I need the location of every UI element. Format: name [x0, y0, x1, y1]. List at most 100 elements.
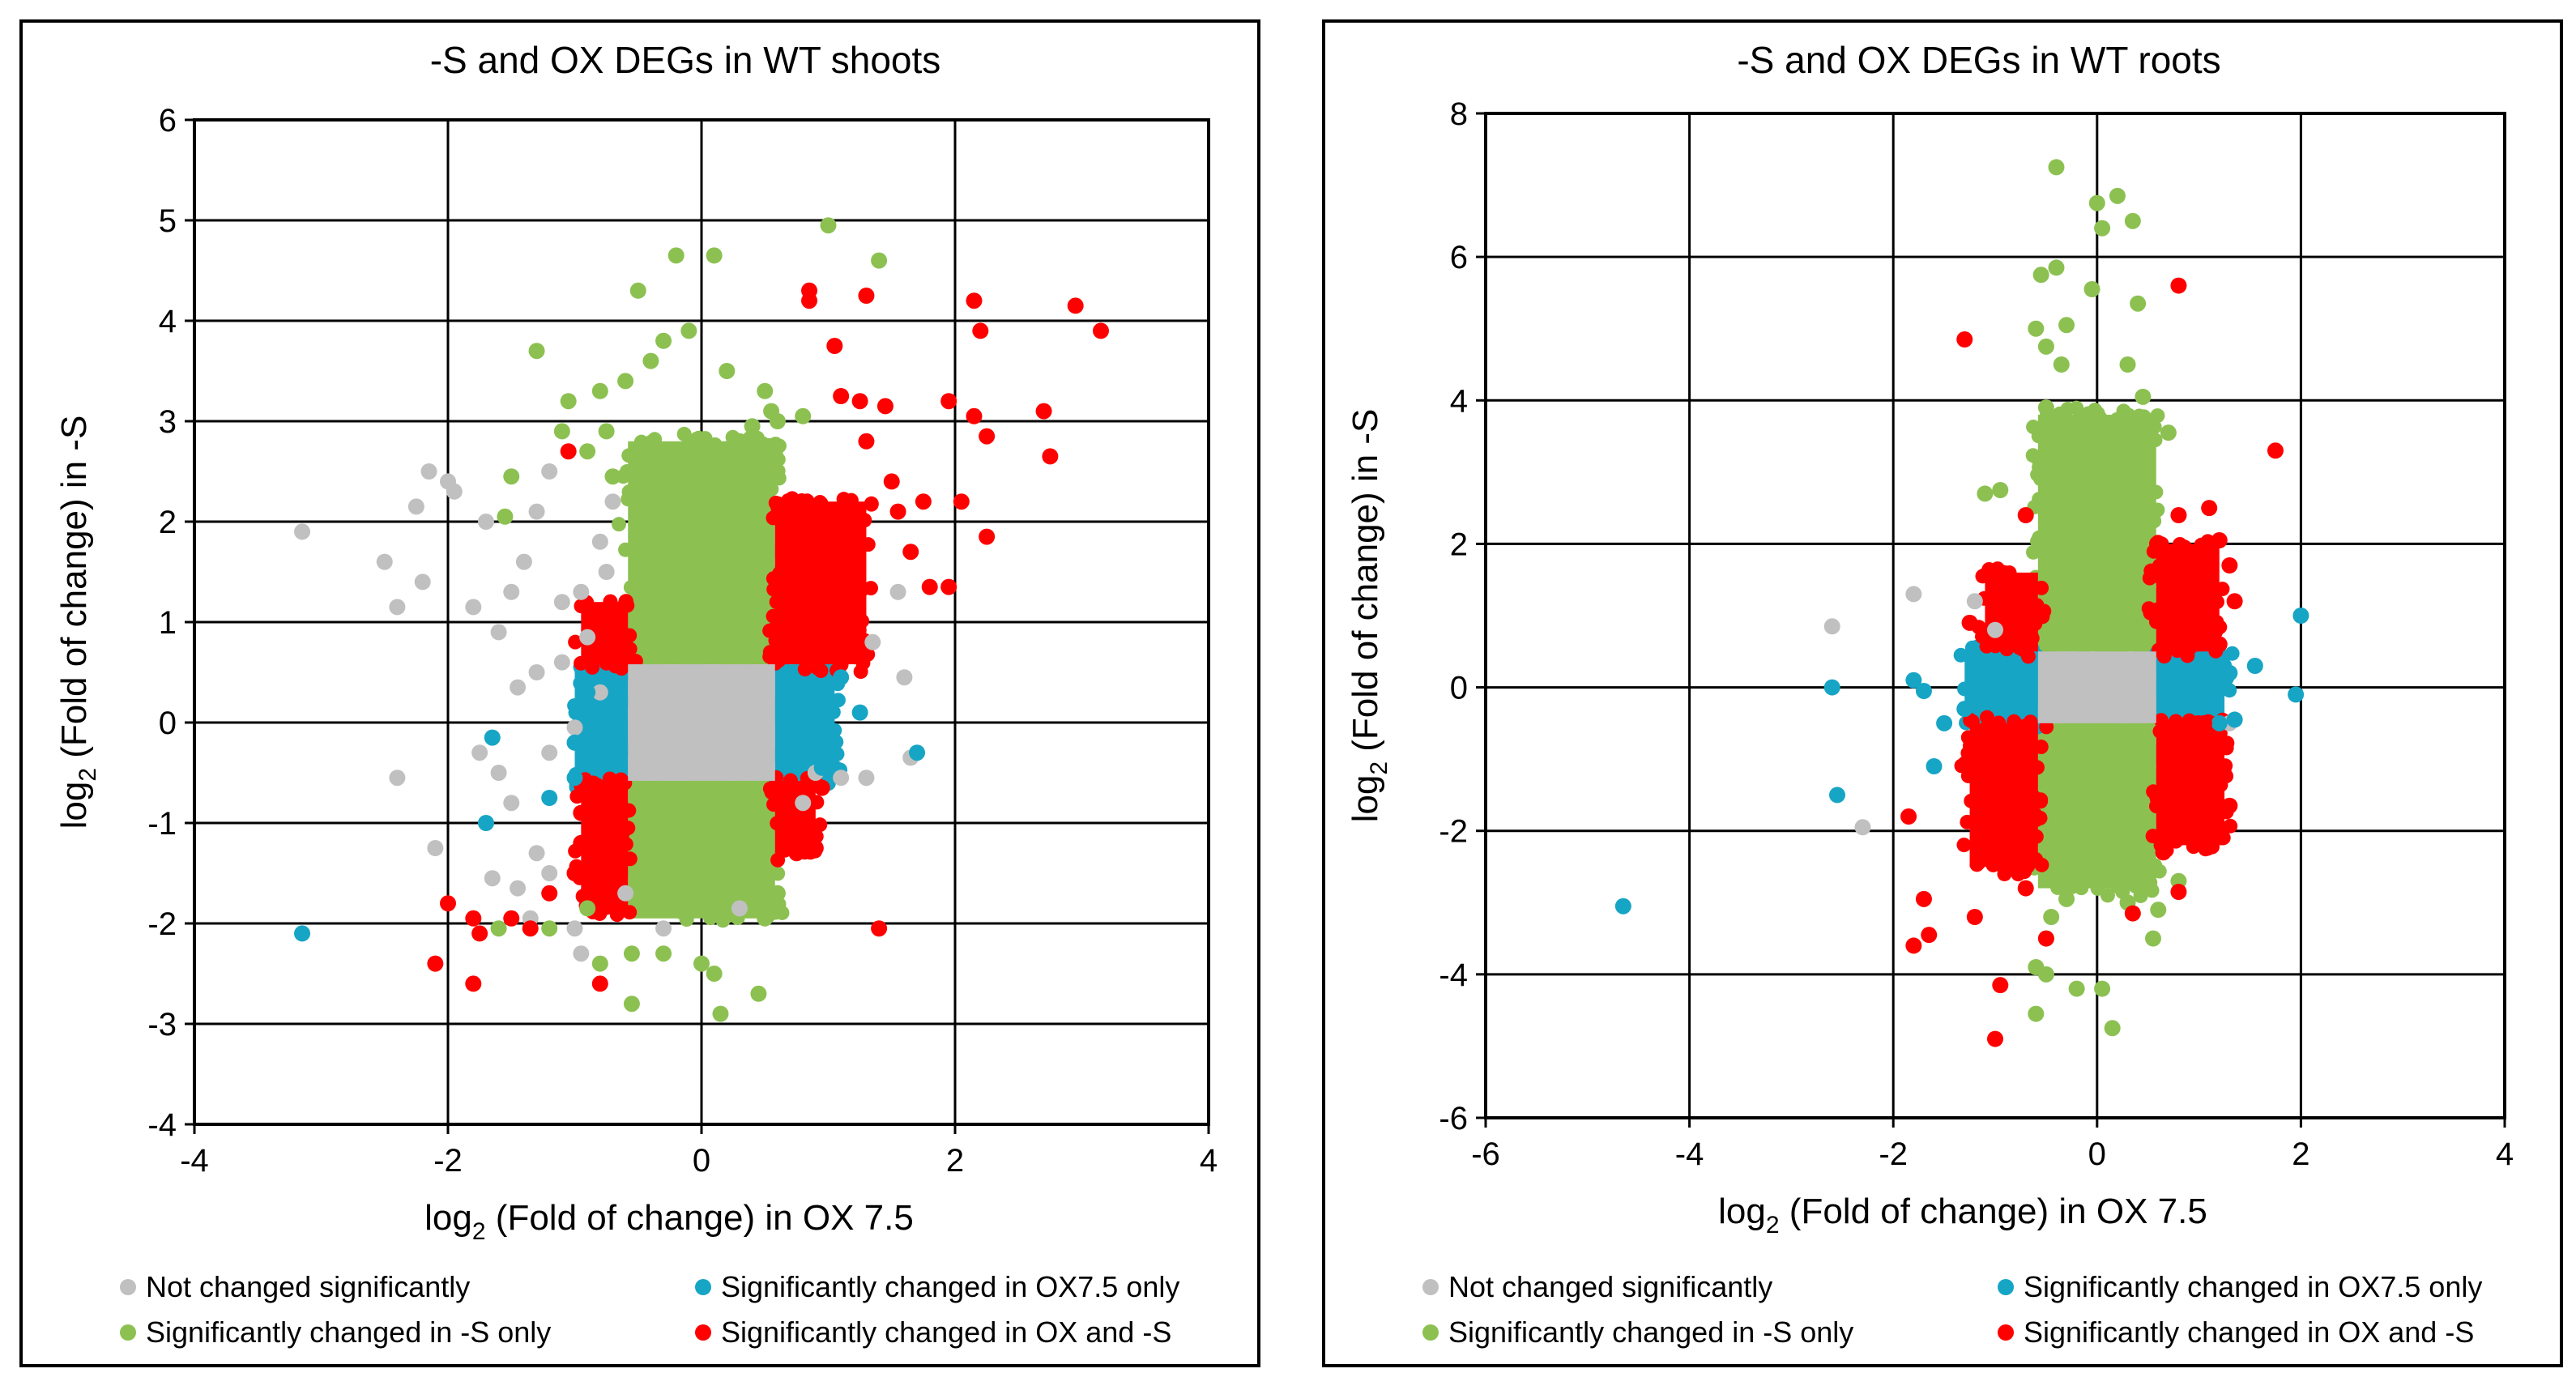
cluster-dot [794, 492, 809, 508]
data-point [2211, 636, 2228, 653]
x-axis-label-sub: 2 [472, 1218, 486, 1245]
data-point [858, 288, 875, 304]
data-point [503, 468, 520, 485]
cluster-dot [2152, 558, 2167, 573]
data-point [2135, 388, 2152, 405]
cluster-dot [2118, 412, 2133, 428]
legend-marker-green [1422, 1324, 1439, 1341]
data-point [2068, 980, 2085, 997]
cluster-dot [843, 492, 859, 508]
cluster-dot [813, 663, 829, 679]
cluster-dot [749, 430, 765, 446]
data-point [851, 393, 868, 410]
data-point [566, 770, 583, 787]
cluster-core [2037, 415, 2156, 652]
data-point [490, 624, 507, 641]
data-point [1987, 621, 2003, 638]
cluster-dot [2030, 760, 2045, 775]
series-both [427, 282, 1109, 992]
data-point [1936, 714, 1953, 731]
legend-marker-blue [695, 1279, 711, 1295]
data-point [389, 599, 406, 616]
cluster-dot [2150, 408, 2165, 424]
data-point [427, 955, 444, 972]
x-axis-label: log2 (Fold of change) in OX 7.5 [424, 1198, 914, 1245]
data-point [2048, 159, 2065, 176]
x-axis-label: log2 (Fold of change) in OX 7.5 [1718, 1192, 2207, 1239]
series-ox_only [294, 669, 926, 942]
data-point [1035, 403, 1052, 420]
cluster-dot [2148, 484, 2164, 500]
cluster-dot [827, 723, 842, 738]
cluster-dot [2222, 683, 2237, 698]
data-point [465, 599, 482, 616]
cluster-dot [813, 496, 829, 511]
x-axis-label-log: log [1718, 1192, 1766, 1231]
data-point [477, 514, 494, 530]
legend-marker-red [695, 1324, 711, 1341]
data-point [541, 463, 558, 480]
cluster-dot [860, 646, 876, 662]
data-point [807, 840, 824, 856]
cluster-dot [1960, 814, 1975, 829]
cluster-dot [2220, 736, 2235, 751]
cluster-dot [762, 623, 778, 638]
data-point [522, 920, 539, 937]
y-tick-label: -4 [147, 1107, 177, 1143]
data-point [2130, 295, 2147, 312]
cluster-dot [2028, 851, 2044, 867]
cluster-dot [651, 900, 667, 915]
data-point [966, 407, 983, 424]
data-point [477, 815, 494, 831]
data-point [528, 664, 545, 680]
data-point [294, 523, 311, 540]
cluster-dot [614, 827, 629, 842]
cluster-dot [2029, 598, 2045, 613]
data-point [2221, 797, 2238, 814]
data-point [2017, 507, 2034, 523]
data-point [553, 423, 570, 440]
series-ox_only [1614, 608, 2309, 915]
data-point [2170, 507, 2187, 523]
cluster-dot [2109, 879, 2125, 894]
data-point [407, 498, 424, 515]
data-point [617, 373, 634, 390]
data-point [591, 684, 608, 701]
data-point [573, 834, 590, 851]
data-point [655, 332, 672, 349]
shoots-legend: Not changed significantly Significantly … [23, 1270, 1257, 1359]
y-tick-label: -2 [147, 906, 177, 942]
cluster-dot [622, 905, 638, 920]
data-point [591, 382, 608, 399]
cluster-dot [1988, 638, 2003, 654]
data-point [953, 493, 970, 510]
data-point [2017, 880, 2034, 897]
y-tick-label: 1 [159, 605, 177, 641]
data-point [2170, 884, 2187, 900]
legend-label: Significantly changed in -S only [1448, 1315, 1854, 1349]
data-point [2104, 1020, 2121, 1037]
cluster-core [628, 441, 775, 665]
data-point [769, 885, 786, 902]
data-point [763, 403, 780, 420]
data-point [693, 955, 710, 972]
data-point [833, 388, 850, 404]
data-point [2037, 966, 2054, 983]
legend-label: Significantly changed in OX and -S [721, 1315, 1172, 1349]
data-point [560, 393, 577, 410]
cluster-dot [1954, 758, 1969, 774]
cluster-dot [2002, 565, 2017, 581]
data-point [680, 322, 697, 339]
data-point [1915, 890, 1932, 907]
data-point [655, 945, 672, 962]
data-point [510, 880, 527, 897]
cluster-dot [2039, 719, 2054, 735]
series-s_only [490, 217, 888, 1022]
cluster-dot [2025, 448, 2041, 463]
cluster-dot [2150, 502, 2165, 518]
cluster-dot [770, 866, 786, 881]
data-point [757, 910, 774, 927]
legend-label: Not changed significantly [146, 1270, 471, 1303]
cluster-dot [2169, 834, 2184, 849]
cluster-dot [1971, 855, 1986, 871]
